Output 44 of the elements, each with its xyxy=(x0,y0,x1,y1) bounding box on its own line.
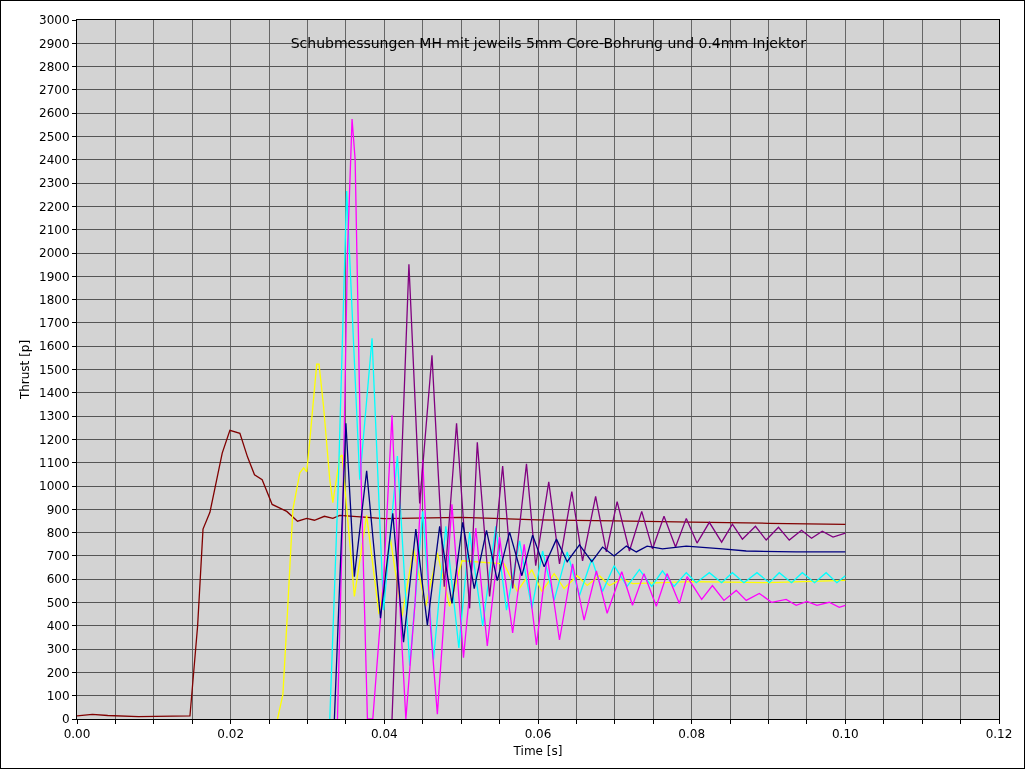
y-tick-label: 2800 xyxy=(39,59,70,74)
y-tick-label: 2000 xyxy=(39,246,70,261)
y-tick-label: 1700 xyxy=(39,316,70,331)
y-tick-label: 1200 xyxy=(39,432,70,447)
y-tick-label: 900 xyxy=(46,502,70,517)
x-tick-label: 0.12 xyxy=(985,727,1013,742)
x-tick-label: 0.10 xyxy=(831,727,859,742)
y-tick-label: 100 xyxy=(46,688,70,703)
y-tick-label: 2700 xyxy=(39,83,70,98)
y-tick-label: 2300 xyxy=(39,176,70,191)
y-tick-label: 3000 xyxy=(39,13,70,28)
y-tick-label: 1800 xyxy=(39,292,70,307)
y-tick-label: 2100 xyxy=(39,222,70,237)
y-tick-label: 2400 xyxy=(39,153,70,167)
x-tick-label: 0.02 xyxy=(217,727,245,742)
y-tick-label: 2500 xyxy=(39,129,70,144)
y-tick-label: 1900 xyxy=(39,269,70,284)
x-tick-label: 0.08 xyxy=(678,727,706,742)
y-tick-label: 500 xyxy=(46,595,70,610)
y-tick-label: 600 xyxy=(46,572,70,587)
x-tick-label: 0.04 xyxy=(370,727,398,742)
line-series xyxy=(77,429,846,718)
y-tick-label: 1300 xyxy=(39,409,70,424)
y-tick-label: 400 xyxy=(46,619,70,633)
y-tick-label: 2900 xyxy=(39,36,70,51)
y-tick-label: 300 xyxy=(46,642,70,657)
y-tick-label: 0 xyxy=(61,712,70,727)
y-axis-title: Thrust [p] xyxy=(18,339,33,401)
line-series xyxy=(276,363,846,719)
y-tick-label: 1100 xyxy=(39,455,70,470)
y-tick-label: 1400 xyxy=(39,386,70,400)
line-series xyxy=(391,263,846,719)
y-tick-label: 2200 xyxy=(39,199,70,214)
y-tick-label: 1000 xyxy=(39,479,70,494)
y-tick-label: 1600 xyxy=(39,339,70,354)
y-tick-label: 2600 xyxy=(39,106,70,121)
y-tick-label: 200 xyxy=(46,665,70,680)
x-tick-label: 0.00 xyxy=(63,727,91,742)
y-tick-label: 1500 xyxy=(39,362,70,377)
y-tick-label: 700 xyxy=(46,549,70,564)
x-tick-label: 0.06 xyxy=(524,727,552,742)
line-series xyxy=(333,422,846,719)
x-axis-title: Time [s] xyxy=(512,744,563,759)
y-tick-label: 800 xyxy=(46,525,70,540)
